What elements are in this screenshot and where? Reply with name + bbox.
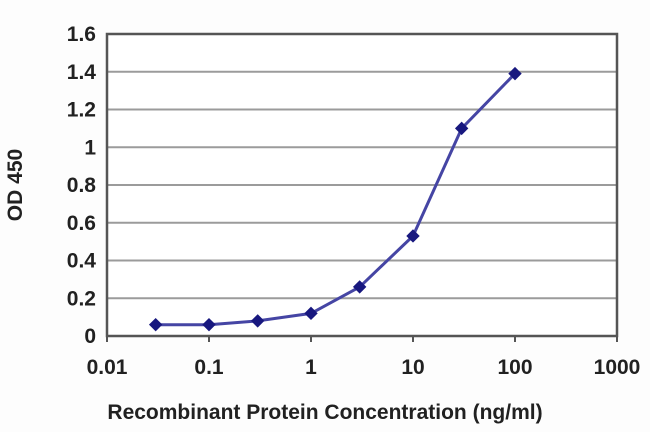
y-tick-label: 1.6: [67, 23, 96, 46]
y-tick-label: 0.6: [67, 212, 96, 235]
y-tick-label: 0.4: [67, 250, 97, 273]
y-tick-label: 1: [84, 136, 96, 159]
axis-labels: 0 0.2 0.4 0.6 0.8 1 1.2 1.4 1.6 0.01 0.1 1 10 100 1000: [67, 23, 641, 379]
data-point-marker: [250, 314, 265, 328]
y-tick-label: 0.2: [67, 287, 96, 310]
data-point-marker: [304, 306, 318, 321]
data-point-marker: [202, 317, 216, 332]
y-tick-label: 1.2: [67, 99, 96, 122]
data-point-marker: [406, 229, 420, 243]
series-line: [154, 72, 517, 327]
x-tick-label: 0.01: [87, 356, 128, 379]
y-axis-title: OD 450: [4, 149, 27, 221]
y-tick-label: 1.4: [67, 61, 97, 84]
x-tick-label: 10: [401, 356, 424, 379]
data-point-marker: [508, 66, 522, 81]
x-tick-label: 1: [305, 356, 317, 379]
data-point-marker: [148, 317, 163, 332]
data-series: [148, 66, 522, 332]
data-point-marker: [454, 121, 469, 136]
axes: [105, 32, 619, 342]
x-tick-label: 0.1: [194, 356, 224, 379]
x-tick-label: 1000: [594, 356, 641, 379]
data-point-marker: [352, 280, 367, 294]
y-tick-label: 0: [84, 325, 96, 348]
x-tick-label: 100: [497, 356, 532, 379]
x-axis-title: Recombinant Protein Concentration (ng/ml…: [107, 401, 542, 424]
y-tick-label: 0.8: [67, 174, 97, 197]
plot-border: [105, 32, 619, 338]
